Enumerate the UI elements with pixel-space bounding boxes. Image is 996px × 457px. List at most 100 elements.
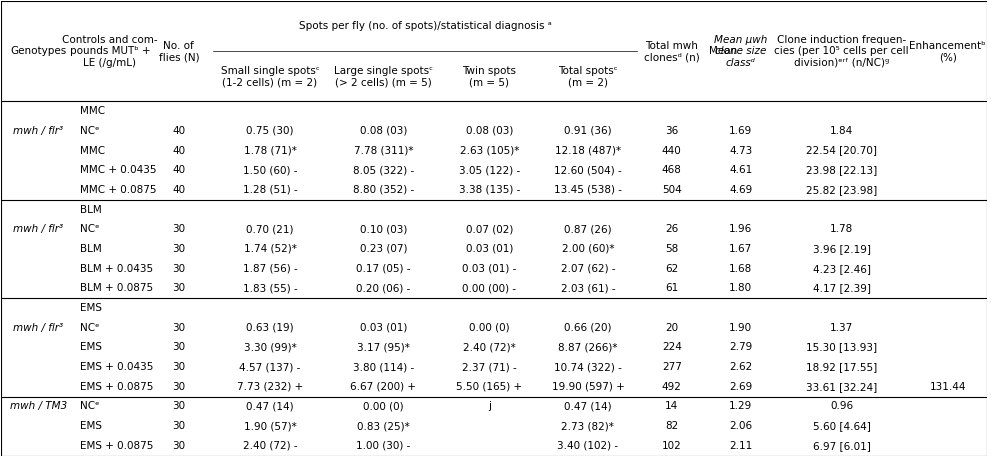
Text: EMS: EMS (81, 303, 103, 313)
Text: 1.90 (57)*: 1.90 (57)* (244, 421, 297, 431)
Text: 0.47 (14): 0.47 (14) (564, 401, 612, 411)
Text: 440: 440 (662, 145, 681, 155)
Text: 12.18 (487)*: 12.18 (487)* (555, 145, 621, 155)
Text: Mean: Mean (709, 46, 741, 56)
Text: Mean μwh
clone size
classᵈ: Mean μwh clone size classᵈ (714, 35, 767, 68)
Text: 30: 30 (172, 421, 185, 431)
Text: 1.74 (52)*: 1.74 (52)* (244, 244, 297, 254)
Text: 492: 492 (661, 382, 681, 392)
Text: 0.03 (01) -: 0.03 (01) - (462, 264, 517, 274)
Text: 19.90 (597) +: 19.90 (597) + (552, 382, 624, 392)
Text: 2.40 (72)*: 2.40 (72)* (463, 342, 516, 352)
Text: Enhancementᵇ
(%): Enhancementᵇ (%) (909, 41, 986, 62)
Text: BLM: BLM (81, 205, 102, 215)
Text: 0.91 (36): 0.91 (36) (564, 126, 612, 136)
Text: 8.87 (266)*: 8.87 (266)* (558, 342, 618, 352)
Text: 26: 26 (665, 224, 678, 234)
Text: mwh / TM3: mwh / TM3 (10, 401, 67, 411)
Text: 40: 40 (172, 185, 185, 195)
Text: 0.03 (01): 0.03 (01) (466, 244, 513, 254)
Text: Genotypes: Genotypes (10, 46, 67, 56)
Text: No. of
flies (N): No. of flies (N) (158, 41, 199, 62)
Text: 2.00 (60)*: 2.00 (60)* (562, 244, 615, 254)
Text: MMC + 0.0435: MMC + 0.0435 (81, 165, 156, 175)
Text: 102: 102 (662, 441, 681, 451)
Text: 3.80 (114) -: 3.80 (114) - (353, 362, 414, 372)
Text: 25.82 [23.98]: 25.82 [23.98] (806, 185, 877, 195)
Text: MMC + 0.0875: MMC + 0.0875 (81, 185, 156, 195)
Text: 1.28 (51) -: 1.28 (51) - (243, 185, 298, 195)
Text: 30: 30 (172, 224, 185, 234)
Text: 82: 82 (665, 421, 678, 431)
Text: 8.05 (322) -: 8.05 (322) - (353, 165, 414, 175)
Text: 10.74 (322) -: 10.74 (322) - (554, 362, 622, 372)
Text: 30: 30 (172, 264, 185, 274)
Text: 0.08 (03): 0.08 (03) (360, 126, 407, 136)
Text: 20: 20 (665, 323, 678, 333)
Text: 0.83 (25)*: 0.83 (25)* (357, 421, 409, 431)
Text: mwh / flr³: mwh / flr³ (13, 224, 64, 234)
Text: 2.69: 2.69 (729, 382, 752, 392)
Text: 2.37 (71) -: 2.37 (71) - (462, 362, 517, 372)
Text: mwh / flr³: mwh / flr³ (13, 126, 64, 136)
Text: 468: 468 (661, 165, 681, 175)
Text: Total mwh
clonesᵈ (n): Total mwh clonesᵈ (n) (643, 41, 699, 62)
Text: 13.45 (538) -: 13.45 (538) - (554, 185, 622, 195)
Text: EMS: EMS (81, 421, 103, 431)
Text: 2.06: 2.06 (729, 421, 752, 431)
Text: 1.00 (30) -: 1.00 (30) - (357, 441, 410, 451)
Text: 0.63 (19): 0.63 (19) (246, 323, 294, 333)
Text: 2.07 (62) -: 2.07 (62) - (561, 264, 616, 274)
Text: 36: 36 (665, 126, 678, 136)
Text: 40: 40 (172, 165, 185, 175)
Text: 1.96: 1.96 (729, 224, 752, 234)
Text: 4.61: 4.61 (729, 165, 752, 175)
Text: 58: 58 (665, 244, 678, 254)
Text: 2.40 (72) -: 2.40 (72) - (243, 441, 298, 451)
Text: 30: 30 (172, 382, 185, 392)
Text: BLM: BLM (81, 244, 102, 254)
Text: 3.40 (102) -: 3.40 (102) - (558, 441, 619, 451)
Text: 2.73 (82)*: 2.73 (82)* (562, 421, 615, 431)
Text: Total spotsᶜ
(m = 2): Total spotsᶜ (m = 2) (558, 65, 618, 87)
Text: EMS + 0.0875: EMS + 0.0875 (81, 441, 153, 451)
Text: 4.69: 4.69 (729, 185, 752, 195)
Text: 2.62: 2.62 (729, 362, 752, 372)
Text: 62: 62 (665, 264, 678, 274)
Text: 7.78 (311)*: 7.78 (311)* (354, 145, 413, 155)
Text: Controls and com-
pounds MUTᵇ +
LE (/g/mL): Controls and com- pounds MUTᵇ + LE (/g/m… (62, 35, 157, 68)
Text: 0.20 (06) -: 0.20 (06) - (357, 283, 410, 293)
Text: BLM + 0.0875: BLM + 0.0875 (81, 283, 153, 293)
Text: 3.96 [2.19]: 3.96 [2.19] (813, 244, 871, 254)
Text: 18.92 [17.55]: 18.92 [17.55] (806, 362, 877, 372)
Text: 30: 30 (172, 362, 185, 372)
Text: NCᵉ: NCᵉ (81, 323, 100, 333)
Text: 33.61 [32.24]: 33.61 [32.24] (806, 382, 877, 392)
Text: EMS + 0.0875: EMS + 0.0875 (81, 382, 153, 392)
Text: 61: 61 (665, 283, 678, 293)
Text: MMC: MMC (81, 145, 106, 155)
Text: j: j (488, 401, 491, 411)
Text: 131.44: 131.44 (929, 382, 966, 392)
Text: 1.90: 1.90 (729, 323, 752, 333)
Text: 0.47 (14): 0.47 (14) (246, 401, 294, 411)
Text: NCᵉ: NCᵉ (81, 224, 100, 234)
Text: 4.57 (137) -: 4.57 (137) - (239, 362, 301, 372)
Text: 0.08 (03): 0.08 (03) (466, 126, 513, 136)
Text: MMC: MMC (81, 106, 106, 116)
Text: 1.67: 1.67 (729, 244, 752, 254)
Text: 4.17 [2.39]: 4.17 [2.39] (813, 283, 871, 293)
Text: NCᵉ: NCᵉ (81, 401, 100, 411)
Text: 30: 30 (172, 244, 185, 254)
Text: 6.97 [6.01]: 6.97 [6.01] (813, 441, 871, 451)
Text: 2.03 (61) -: 2.03 (61) - (561, 283, 616, 293)
Text: 3.17 (95)*: 3.17 (95)* (357, 342, 409, 352)
Text: 8.80 (352) -: 8.80 (352) - (353, 185, 414, 195)
Text: 30: 30 (172, 401, 185, 411)
Text: 0.96: 0.96 (831, 401, 854, 411)
Text: 0.66 (20): 0.66 (20) (564, 323, 612, 333)
Text: 0.07 (02): 0.07 (02) (466, 224, 513, 234)
Text: 224: 224 (661, 342, 681, 352)
Text: 0.00 (00) -: 0.00 (00) - (462, 283, 516, 293)
Text: 3.38 (135) -: 3.38 (135) - (459, 185, 520, 195)
